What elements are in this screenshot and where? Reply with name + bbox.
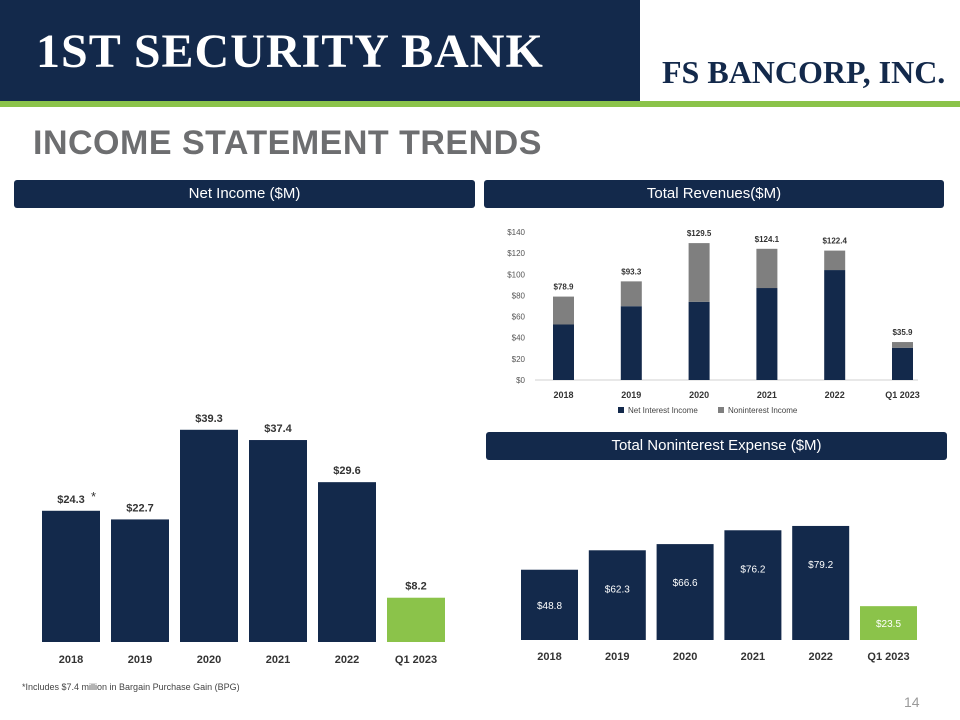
revenues-y-tick: $40 bbox=[512, 334, 526, 343]
bank-logo: 1ST SECURITY BANK bbox=[36, 25, 544, 78]
expense-x-tick: Q1 2023 bbox=[867, 651, 909, 663]
net-income-x-tick: 2020 bbox=[197, 654, 221, 666]
expense-bar bbox=[860, 606, 917, 640]
net-income-bar bbox=[249, 440, 307, 642]
revenues-total-label: $122.4 bbox=[822, 237, 847, 246]
revenues-bar-net-interest bbox=[620, 306, 642, 380]
revenues-bar-noninterest bbox=[688, 243, 710, 302]
revenues-bar-noninterest bbox=[756, 248, 778, 289]
revenues-y-tick: $120 bbox=[507, 249, 525, 258]
revenues-x-tick: 2021 bbox=[757, 390, 777, 400]
revenues-bar-net-interest bbox=[756, 288, 778, 380]
expense-bar bbox=[521, 569, 578, 640]
expense-x-tick: 2019 bbox=[605, 651, 629, 663]
net-income-x-tick: 2022 bbox=[335, 654, 359, 666]
expense-x-tick: 2021 bbox=[741, 651, 765, 663]
revenues-y-tick: $60 bbox=[512, 313, 526, 322]
revenues-bar-noninterest bbox=[824, 250, 846, 271]
page-number: 14 bbox=[904, 694, 920, 710]
revenues-y-tick: $0 bbox=[516, 376, 525, 385]
expense-value-label: $76.2 bbox=[740, 564, 765, 575]
expense-bar bbox=[588, 550, 646, 640]
revenues-chart: $0 $20 $40 $60 $80 $100 $120 $140 $78.9 2018 $93.3… bbox=[507, 228, 920, 415]
revenues-bar-net-interest bbox=[824, 270, 846, 380]
expense-x-tick: 2022 bbox=[808, 651, 832, 663]
expense-x-tick: 2020 bbox=[673, 651, 697, 663]
net-income-value-label: $24.3 bbox=[57, 494, 85, 506]
expense-value-label: $66.6 bbox=[673, 578, 698, 589]
header-green-rule bbox=[0, 101, 960, 107]
net-income-x-tick: 2021 bbox=[266, 654, 290, 666]
revenues-total-label: $35.9 bbox=[892, 328, 913, 337]
footnote: *Includes $7.4 million in Bargain Purcha… bbox=[22, 682, 240, 692]
net-income-bar bbox=[111, 519, 169, 642]
expense-bar bbox=[656, 544, 714, 640]
revenues-legend-label: Net Interest Income bbox=[628, 406, 698, 415]
revenues-x-tick: 2019 bbox=[621, 390, 641, 400]
net-income-chart-title: Net Income ($M) bbox=[14, 180, 475, 208]
net-income-x-tick: Q1 2023 bbox=[395, 654, 437, 666]
expense-value-label: $48.8 bbox=[537, 601, 562, 612]
revenues-y-tick: $80 bbox=[512, 291, 526, 300]
revenues-total-label: $129.5 bbox=[687, 229, 712, 238]
revenues-legend-swatch bbox=[618, 407, 624, 413]
revenues-chart-title: Total Revenues($M) bbox=[484, 180, 944, 208]
revenues-bar-net-interest bbox=[688, 301, 710, 380]
net-income-bar bbox=[180, 429, 238, 642]
revenues-bar-net-interest bbox=[553, 324, 574, 380]
expense-chart: $48.8 2018 $62.3 2019 $66.6 2020 $76.2 2021 $79.… bbox=[521, 525, 917, 663]
expense-bar bbox=[792, 525, 850, 640]
net-income-bar bbox=[387, 597, 445, 642]
revenues-x-tick: Q1 2023 bbox=[885, 390, 920, 400]
expense-bar bbox=[724, 530, 782, 640]
revenues-bar-noninterest bbox=[620, 281, 642, 307]
net-income-value-label: $37.4 bbox=[264, 423, 292, 435]
expense-x-tick: 2018 bbox=[537, 651, 561, 663]
net-income-bar bbox=[42, 510, 100, 642]
header-corp-area bbox=[640, 0, 960, 101]
corp-logo: FS BANCORP, INC. bbox=[662, 54, 946, 90]
net-income-x-tick: 2019 bbox=[128, 654, 152, 666]
net-income-bar bbox=[318, 482, 376, 642]
revenues-bar-net-interest bbox=[892, 347, 913, 380]
revenues-y-tick: $20 bbox=[512, 355, 526, 364]
revenues-total-label: $124.1 bbox=[755, 235, 780, 244]
revenues-legend-label: Noninterest Income bbox=[728, 406, 798, 415]
net-income-value-label: $39.3 bbox=[195, 413, 223, 425]
revenues-x-tick: 2018 bbox=[553, 390, 573, 400]
revenues-y-tick: $140 bbox=[507, 228, 525, 237]
revenues-x-tick: 2022 bbox=[825, 390, 845, 400]
revenues-legend-swatch bbox=[718, 407, 724, 413]
net-income-value-label: $22.7 bbox=[126, 502, 154, 514]
expense-chart-title: Total Noninterest Expense ($M) bbox=[486, 432, 947, 460]
revenues-total-label: $78.9 bbox=[553, 283, 574, 292]
net-income-annotation: * bbox=[91, 489, 96, 504]
slide-title: INCOME STATEMENT TRENDS bbox=[33, 124, 542, 162]
revenues-y-tick: $100 bbox=[507, 270, 525, 279]
revenues-x-tick: 2020 bbox=[689, 390, 709, 400]
expense-value-label: $23.5 bbox=[876, 619, 901, 630]
net-income-x-tick: 2018 bbox=[59, 654, 83, 666]
net-income-chart: $24.3 2018 $22.7 2019 $39.3 2020 $37.4 2021 $29.… bbox=[42, 413, 445, 666]
net-income-value-label: $29.6 bbox=[333, 465, 361, 477]
net-income-value-label: $8.2 bbox=[405, 581, 426, 593]
expense-value-label: $79.2 bbox=[808, 560, 833, 571]
revenues-total-label: $93.3 bbox=[621, 267, 642, 276]
expense-value-label: $62.3 bbox=[605, 584, 630, 595]
revenues-bar-noninterest bbox=[553, 296, 574, 325]
revenues-bar-noninterest bbox=[892, 342, 913, 348]
header-band bbox=[0, 0, 640, 101]
